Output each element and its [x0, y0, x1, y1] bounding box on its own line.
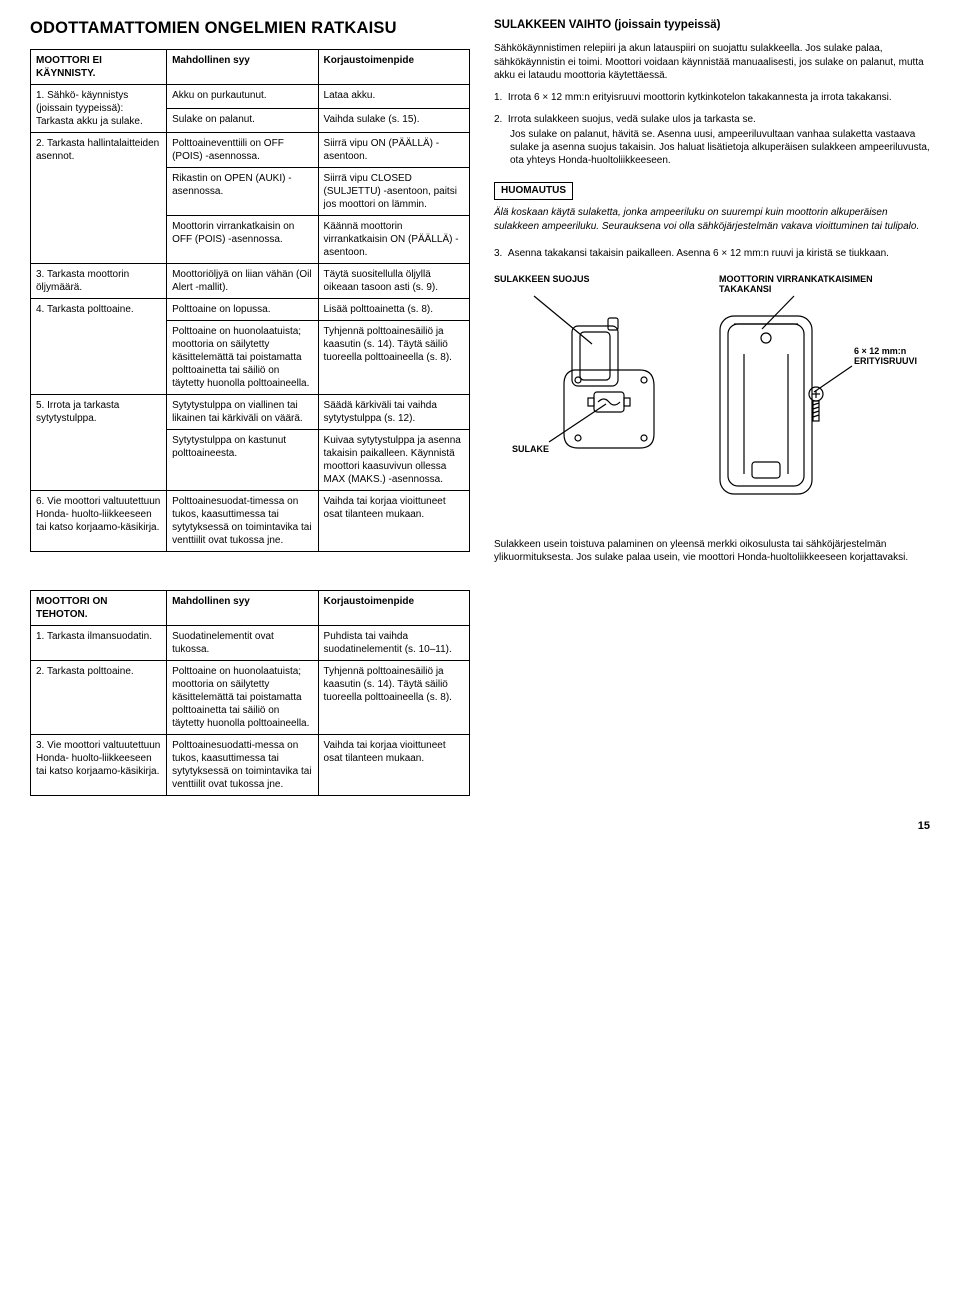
- notice-text: Älä koskaan käytä sulaketta, jonka ampee…: [494, 206, 934, 233]
- cell: 3. Vie moottori valtuutettuun Honda- huo…: [31, 734, 167, 795]
- label-rear: MOOTTORIN VIRRANKATKAISIMEN TAKAKANSI: [719, 274, 919, 295]
- cell: Rikastin on OPEN (AUKI) -asennossa.: [167, 167, 318, 215]
- cell: 1. Tarkasta ilmansuodatin.: [31, 625, 167, 660]
- cell: Polttoaineventtiili on OFF (POIS) -asenn…: [167, 132, 318, 167]
- table-row: 6. Vie moottori valtuutettuun Honda- huo…: [31, 490, 470, 551]
- cell: Lataa akku.: [318, 84, 469, 108]
- table-row: MOOTTORI EI KÄYNNISTY. Mahdollinen syy K…: [31, 49, 470, 84]
- paragraph-intro: Sähkökäynnistimen relepiiri ja akun lata…: [494, 42, 934, 82]
- cell: Polttoainesuodat-timessa on tukos, kaasu…: [167, 490, 318, 551]
- cell: Tyhjennä polttoainesäiliö ja kaasutin (s…: [318, 320, 469, 394]
- cell: Polttoainesuodatti-messa on tukos, kaasu…: [167, 734, 318, 795]
- cell: 2. Tarkasta polttoaine.: [31, 660, 167, 734]
- cell: Akku on purkautunut.: [167, 84, 318, 108]
- cell: Moottoriöljyä on liian vähän (Oil Alert …: [167, 263, 318, 298]
- table-row: 4. Tarkasta polttoaine. Polttoaine on lo…: [31, 298, 470, 320]
- cell: Sytytystulppa on viallinen tai likainen …: [167, 394, 318, 429]
- cell: Polttoaine on lopussa.: [167, 298, 318, 320]
- notice-label: HUOMAUTUS: [494, 182, 573, 201]
- page-number: 15: [30, 820, 930, 834]
- cell: MOOTTORI ON TEHOTON.: [31, 590, 167, 625]
- cell: MOOTTORI EI KÄYNNISTY.: [31, 49, 167, 84]
- cell: 5. Irrota ja tarkasta sytytystulppa.: [31, 394, 167, 490]
- cell: Polttoaine on huonolaatuista; moottoria …: [167, 660, 318, 734]
- cell: Sulake on palanut.: [167, 108, 318, 132]
- table-row: 3. Tarkasta moottorin öljymäärä. Moottor…: [31, 263, 470, 298]
- table-engine-weak: MOOTTORI ON TEHOTON. Mahdollinen syy Kor…: [30, 590, 470, 796]
- steps-list: 1. Irrota 6 × 12 mm:n erityisruuvi moott…: [494, 91, 934, 167]
- step-1: 1. Irrota 6 × 12 mm:n erityisruuvi moott…: [494, 91, 934, 104]
- cell: Mahdollinen syy: [167, 49, 318, 84]
- cell: Siirrä vipu CLOSED (SULJETTU) -asentoon,…: [318, 167, 469, 215]
- cell: 2. Tarkasta hallintalaitteiden asennot.: [31, 132, 167, 263]
- table-row: 2. Tarkasta polttoaine. Polttoaine on hu…: [31, 660, 470, 734]
- step-3: 3. Asenna takakansi takaisin paikalleen.…: [494, 247, 934, 260]
- cell: Täytä suositellulla öljyllä oikeaan taso…: [318, 263, 469, 298]
- cell: Sytytystulppa on kastunut polttoaineesta…: [167, 429, 318, 490]
- cell: Siirrä vipu ON (PÄÄLLÄ) -asentoon.: [318, 132, 469, 167]
- table-row: 3. Vie moottori valtuutettuun Honda- huo…: [31, 734, 470, 795]
- cell: 1. Sähkö- käynnistys (joissain tyypeissä…: [31, 84, 167, 132]
- cell: 4. Tarkasta polttoaine.: [31, 298, 167, 394]
- cell: Mahdollinen syy: [167, 590, 318, 625]
- label-fuse: SULAKE: [512, 444, 549, 454]
- cell: Vaihda tai korjaa vioittuneet osat tilan…: [318, 490, 469, 551]
- diagram-svg: [494, 274, 934, 524]
- cell: Vaihda tai korjaa vioittuneet osat tilan…: [318, 734, 469, 795]
- table-engine-wont-start: MOOTTORI EI KÄYNNISTY. Mahdollinen syy K…: [30, 49, 470, 552]
- cell: Säädä kärkiväli tai vaihda sytytystulppa…: [318, 394, 469, 429]
- diagram-fuse: SULAKKEEN SUOJUS SULAKE MOOTTORIN VIRRAN…: [494, 274, 934, 524]
- cell: Korjaustoimenpide: [318, 590, 469, 625]
- step-2: 2. Irrota sulakkeen suojus, vedä sulake …: [494, 113, 934, 168]
- cell: Vaihda sulake (s. 15).: [318, 108, 469, 132]
- cell: Suodatinelementit ovat tukossa.: [167, 625, 318, 660]
- cell: 6. Vie moottori valtuutettuun Honda- huo…: [31, 490, 167, 551]
- table-row: 1. Sähkö- käynnistys (joissain tyypeissä…: [31, 84, 470, 108]
- label-cover: SULAKKEEN SUOJUS: [494, 274, 590, 284]
- steps-list-2: 3. Asenna takakansi takaisin paikalleen.…: [494, 247, 934, 260]
- table-row: 2. Tarkasta hallintalaitteiden asennot. …: [31, 132, 470, 167]
- cell: Moottorin virrankatkaisin on OFF (POIS) …: [167, 215, 318, 263]
- label-screw: 6 × 12 mm:n ERITYISRUUVI: [854, 346, 934, 367]
- cell: Polttoaine on huonolaatuista; moottoria …: [167, 320, 318, 394]
- cell: Lisää polttoainetta (s. 8).: [318, 298, 469, 320]
- cell: 3. Tarkasta moottorin öljymäärä.: [31, 263, 167, 298]
- table-row: 5. Irrota ja tarkasta sytytystulppa. Syt…: [31, 394, 470, 429]
- cell: Käännä moottorin virrankatkaisin ON (PÄÄ…: [318, 215, 469, 263]
- page-title-left: ODOTTAMATTOMIEN ONGELMIEN RATKAISU: [30, 18, 470, 39]
- cell: Tyhjennä polttoainesäiliö ja kaasutin (s…: [318, 660, 469, 734]
- cell: Puhdista tai vaihda suodatinelementit (s…: [318, 625, 469, 660]
- heading-fuse-replace: SULAKKEEN VAIHTO (joissain tyypeissä): [494, 18, 934, 32]
- paragraph-outro: Sulakkeen usein toistuva palaminen on yl…: [494, 538, 934, 565]
- table-row: 1. Tarkasta ilmansuodatin. Suodatineleme…: [31, 625, 470, 660]
- cell: Kuivaa sytytystulppa ja asenna takaisin …: [318, 429, 469, 490]
- table-row: MOOTTORI ON TEHOTON. Mahdollinen syy Kor…: [31, 590, 470, 625]
- cell: Korjaustoimenpide: [318, 49, 469, 84]
